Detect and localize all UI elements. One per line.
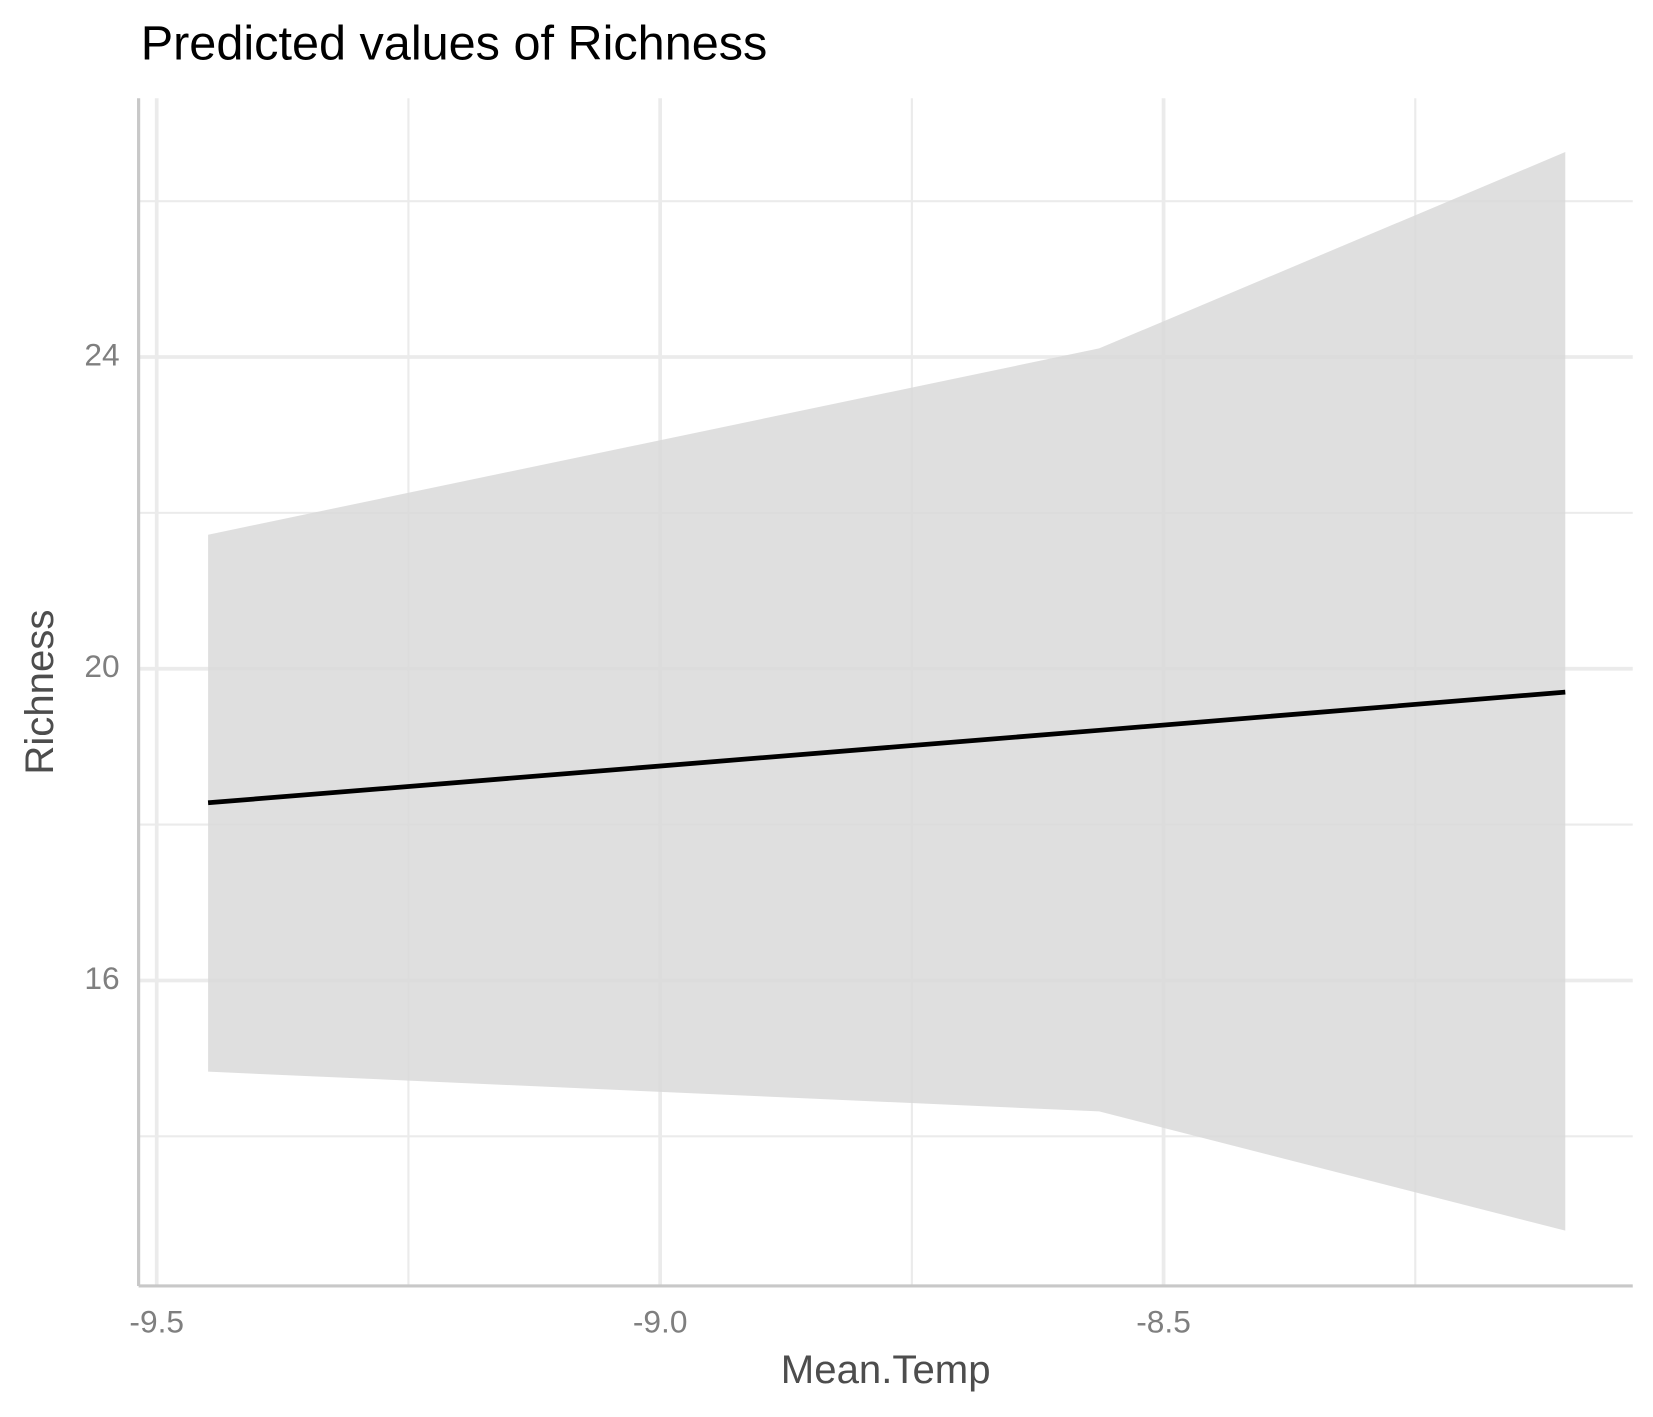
- y-tick-label: 24: [84, 336, 119, 372]
- x-tick-label: -9.5: [129, 1303, 184, 1339]
- y-tick-label: 20: [84, 648, 119, 684]
- confidence-band: [208, 152, 1566, 1231]
- x-tick-label: -8.5: [1136, 1303, 1191, 1339]
- chart-title: Predicted values of Richness: [141, 16, 768, 70]
- y-axis-label: Richness: [17, 610, 62, 775]
- x-tick-label: -9.0: [633, 1303, 688, 1339]
- x-axis-label: Mean.Temp: [781, 1347, 991, 1392]
- y-tick-label: 16: [84, 960, 119, 996]
- prediction-line: [207, 689, 1566, 806]
